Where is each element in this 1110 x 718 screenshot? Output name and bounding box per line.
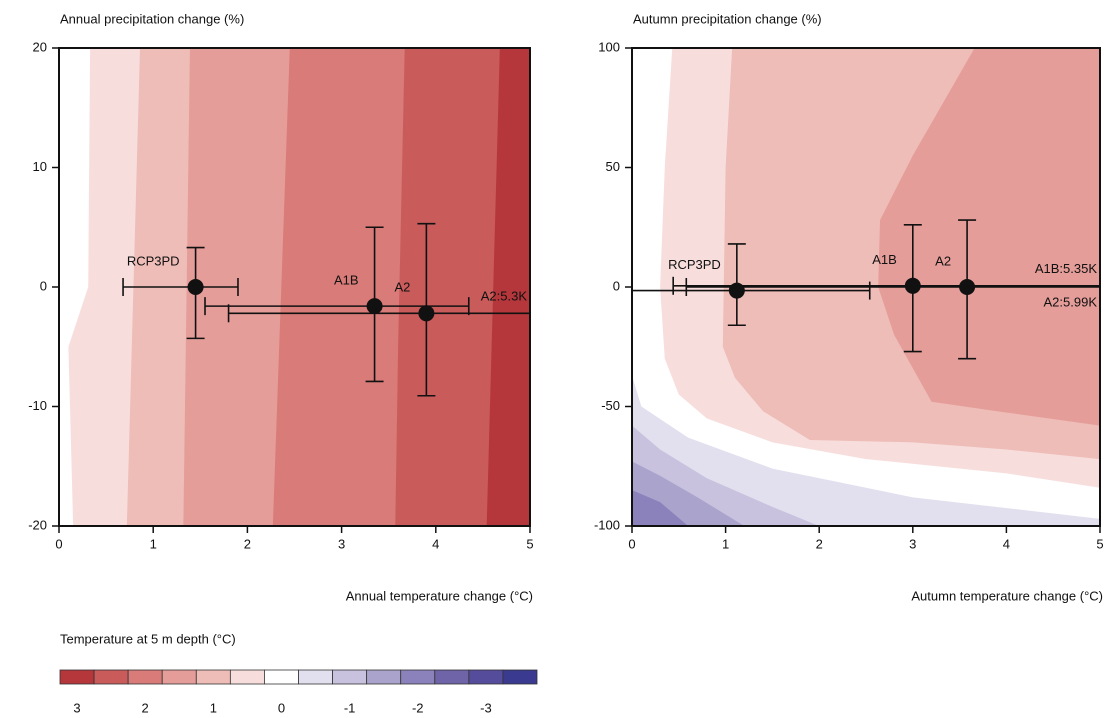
y-tick-label: 10 (33, 159, 47, 174)
x-tick-label: 1 (150, 536, 157, 551)
x-tick-label: 2 (816, 536, 823, 551)
colorbar-box (59, 669, 95, 685)
x-tick-label: 3 (909, 536, 916, 551)
point-label: A2 (935, 253, 951, 268)
colorbar-box (298, 669, 333, 685)
plot-area (68, 48, 530, 526)
chart-title: Autumn precipitation change (%) (633, 11, 822, 26)
x-tick-label: 3 (338, 536, 345, 551)
colorbar-tick-label: 2 (142, 700, 149, 715)
contour-region (632, 490, 689, 526)
contour-region (632, 375, 1100, 526)
overflow-label: A2:5.3K (481, 289, 528, 304)
x-axis-label: Autumn temperature change (°C) (911, 588, 1103, 603)
overflow-label: A1B:5.35K (1035, 261, 1097, 276)
point-label: A2 (394, 280, 410, 295)
point-label: RCP3PD (127, 253, 180, 268)
y-tick-label: 100 (598, 39, 620, 54)
point-label: A1B (872, 252, 897, 267)
x-tick-label: 4 (1003, 536, 1010, 551)
point-label: RCP3PD (668, 257, 721, 272)
chart-title: Annual precipitation change (%) (60, 11, 244, 26)
x-tick-label: 4 (432, 536, 439, 551)
colorbar-box (502, 669, 538, 685)
colorbar-title: Temperature at 5 m depth (°C) (60, 631, 236, 646)
overflow-label: A2:5.99K (1044, 294, 1098, 309)
y-tick-label: 50 (606, 159, 620, 174)
colorbar-box (264, 669, 299, 685)
y-tick-label: 0 (613, 278, 620, 293)
colorbar-tick-label: -1 (344, 700, 356, 715)
contour-region (878, 48, 1100, 426)
point (366, 298, 383, 315)
point (904, 277, 921, 294)
point (418, 305, 435, 322)
colorbar-box (332, 669, 368, 685)
point (187, 279, 204, 295)
colorbar-box (400, 669, 436, 685)
x-tick-label: 0 (55, 536, 62, 551)
x-tick-label: 1 (722, 536, 729, 551)
x-tick-label: 0 (628, 536, 635, 551)
point-label: A1B (334, 273, 359, 288)
colorbar-box (93, 669, 129, 685)
colorbar-tick-label: 0 (278, 700, 285, 715)
point (728, 282, 745, 299)
plot-area (632, 48, 1100, 526)
x-tick-label: 5 (1096, 536, 1103, 551)
colorbar-box (195, 669, 231, 685)
colorbar-box (161, 669, 197, 685)
y-tick-label: 20 (33, 39, 47, 54)
colorbar-tick-label: 3 (73, 700, 80, 715)
colorbar-box (229, 669, 265, 685)
colorbar-tick-label: 1 (210, 700, 217, 715)
y-tick-label: -20 (28, 517, 47, 532)
y-tick-label: -100 (594, 517, 620, 532)
contour-region (486, 48, 530, 526)
x-tick-label: 5 (526, 536, 533, 551)
colorbar-box (468, 669, 504, 685)
colorbar-tick-label: -3 (480, 700, 492, 715)
colorbar-box (127, 669, 163, 685)
colorbar-box (366, 669, 402, 685)
x-tick-label: 2 (244, 536, 251, 551)
point (959, 279, 976, 295)
y-tick-label: -10 (28, 398, 47, 413)
x-axis-label: Annual temperature change (°C) (346, 588, 533, 603)
y-tick-label: 0 (40, 278, 47, 293)
y-tick-label: -50 (601, 398, 620, 413)
colorbar-box (434, 669, 470, 685)
colorbar-tick-label: -2 (412, 700, 424, 715)
